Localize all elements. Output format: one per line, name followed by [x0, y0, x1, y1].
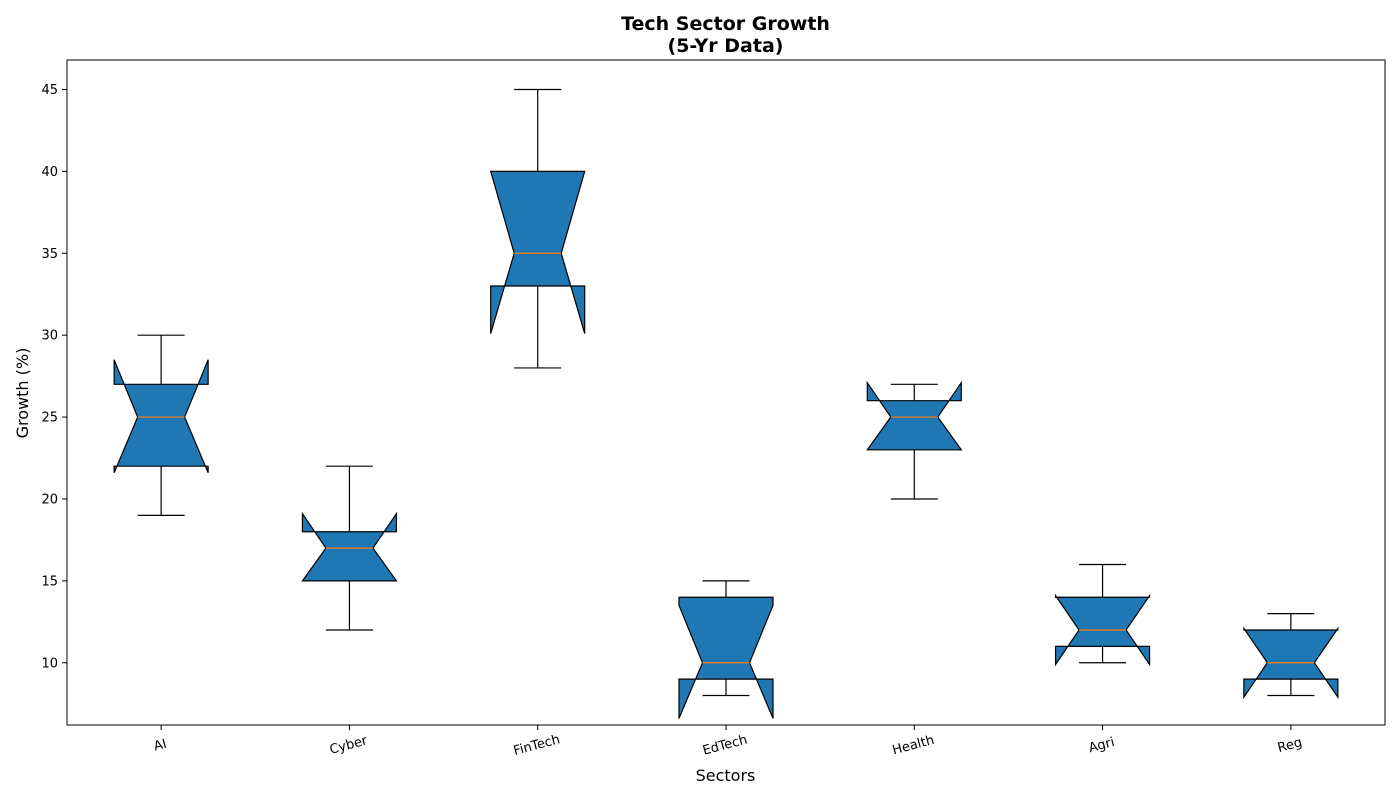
box-group [1054, 563, 1151, 667]
box-group [489, 88, 586, 369]
plot-frame [66, 59, 1386, 726]
y-tick-label: 45 [41, 83, 58, 98]
box-group [301, 465, 398, 631]
x-tick-label: Agri [1087, 735, 1116, 756]
y-tick-label: 25 [41, 411, 58, 426]
notched-box [678, 596, 774, 719]
box-group [678, 580, 774, 719]
y-tick-label: 10 [41, 656, 58, 671]
x-tick-label: FinTech [512, 732, 562, 759]
chart-subtitle: (5-Yr Data) [668, 35, 784, 57]
x-axis-label: Sectors [696, 766, 756, 785]
x-tick-label: AI [152, 737, 168, 755]
y-tick-label: 35 [41, 247, 58, 262]
box-group [866, 380, 963, 500]
notched-box [489, 170, 586, 334]
y-axis: 10 15 20 25 30 35 40 45 [41, 83, 67, 671]
notched-box [113, 359, 209, 473]
y-tick-label: 15 [41, 574, 58, 589]
notched-box [866, 380, 963, 451]
chart-title: Tech Sector Growth [621, 13, 830, 35]
y-axis-label: Growth (%) [13, 348, 32, 439]
y-tick-label: 20 [41, 492, 58, 507]
box-group [1243, 613, 1339, 700]
x-tick-label: Cyber [328, 733, 370, 758]
y-tick-label: 40 [41, 165, 58, 180]
boxes-layer [113, 88, 1339, 719]
x-tick-label: Reg [1276, 735, 1304, 756]
x-tick-label: Health [891, 733, 936, 759]
box-group [113, 334, 209, 516]
x-tick-label: EdTech [701, 732, 749, 758]
x-axis: AI Cyber FinTech EdTech Health Agri Reg [152, 725, 1304, 759]
y-tick-label: 30 [41, 329, 58, 344]
notched-box [301, 511, 398, 582]
